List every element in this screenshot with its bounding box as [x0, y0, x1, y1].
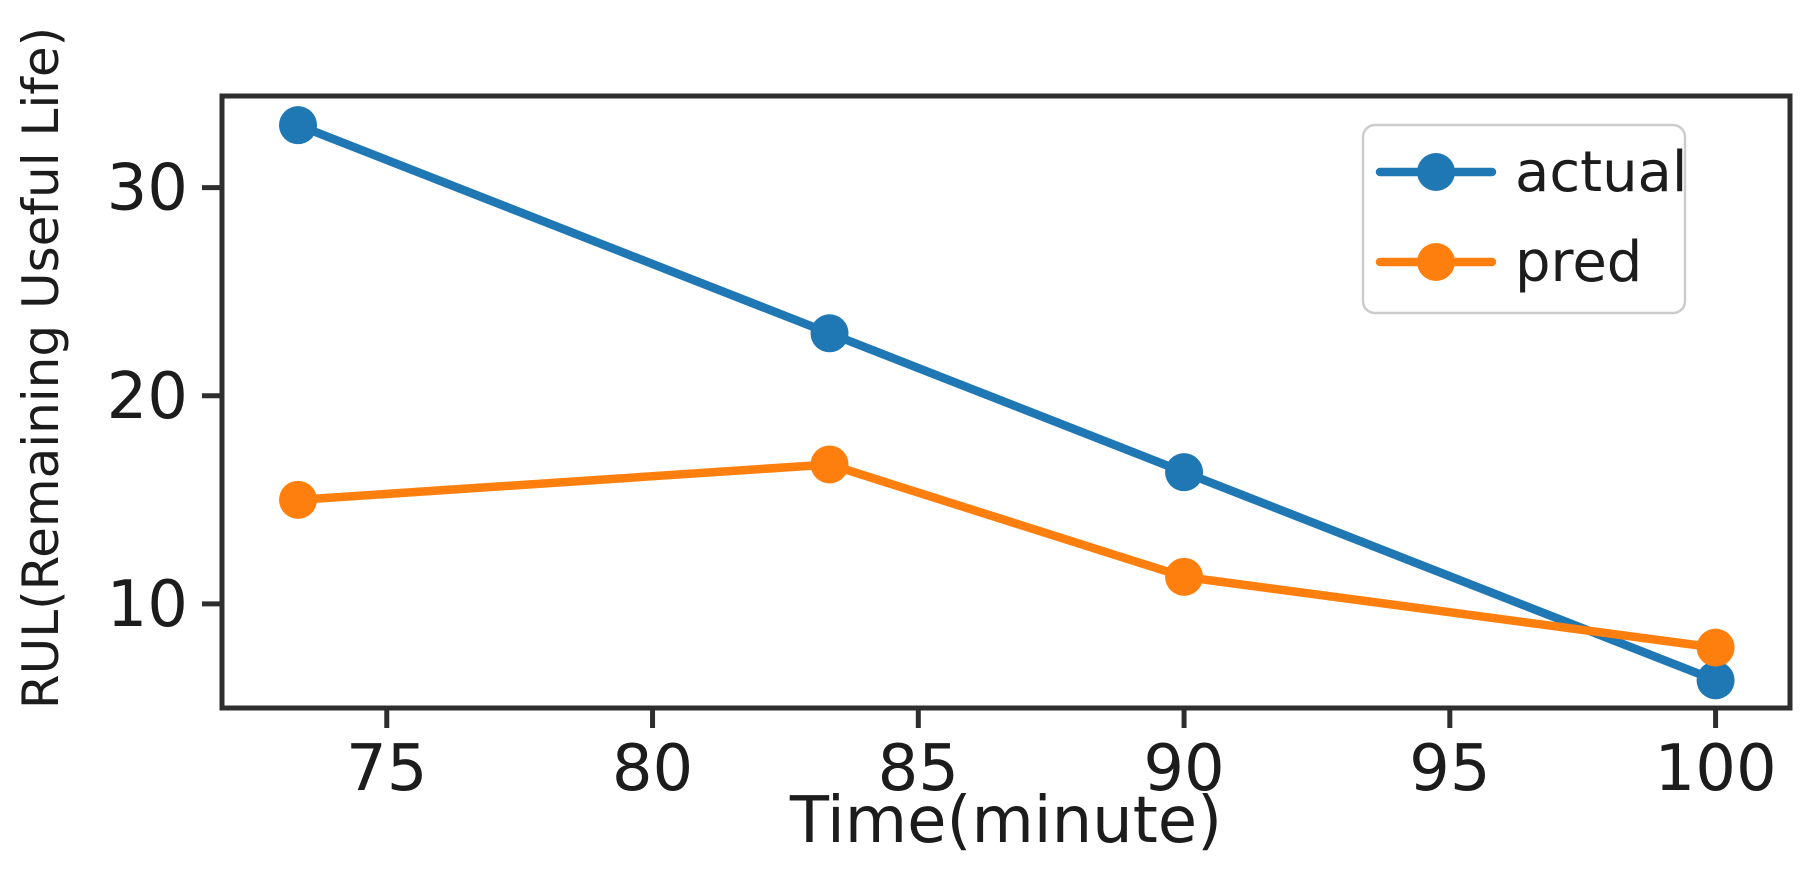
legend-entry-label: actual	[1515, 140, 1687, 205]
series-pred-line	[293, 460, 1720, 652]
series-pred-point	[1165, 557, 1204, 596]
series-pred-point	[279, 480, 318, 519]
series-actual-point	[1696, 661, 1735, 700]
y-tick-label: 10	[107, 568, 188, 642]
legend-entry-pred: pred	[1375, 230, 1642, 295]
x-tick-label: 75	[346, 732, 427, 806]
legend-entry-label: pred	[1515, 230, 1642, 295]
series-actual-point	[1165, 453, 1204, 492]
y-tick-label: 30	[107, 152, 188, 226]
x-axis-label: Time(minute)	[789, 784, 1222, 858]
series-actual-point	[279, 106, 318, 145]
y-tick-label: 20	[107, 360, 188, 434]
x-tick-label: 95	[1409, 732, 1490, 806]
y-axis-label: RUL(Remaining Useful Life)	[12, 27, 70, 709]
series-actual-line	[293, 120, 1720, 685]
series-pred-point	[1696, 628, 1735, 667]
plot-area: 75 80 85 90 95 100 10 20 30 actual pred	[107, 93, 1793, 806]
legend-sample-marker	[1417, 243, 1455, 281]
legend-sample-marker	[1417, 153, 1455, 191]
series-pred-point	[810, 445, 849, 484]
x-tick-label: 80	[612, 732, 693, 806]
x-tick-label: 90	[1143, 732, 1224, 806]
series-actual-point	[810, 314, 849, 353]
legend-entry-actual: actual	[1375, 140, 1687, 205]
x-tick-label: 100	[1655, 732, 1777, 806]
x-tick-label: 85	[878, 732, 959, 806]
axes-spines	[219, 93, 1793, 711]
legend: actual pred	[1361, 123, 1687, 315]
